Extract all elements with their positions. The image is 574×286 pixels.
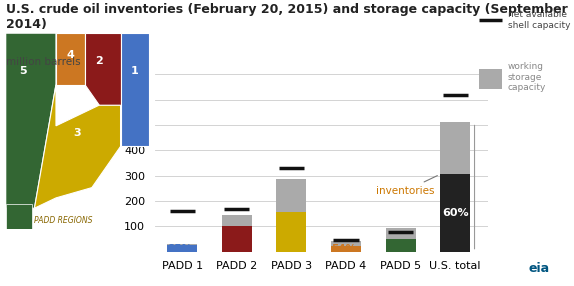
Bar <box>440 174 470 252</box>
Text: 54%: 54% <box>331 244 356 254</box>
Text: 55%: 55% <box>385 241 410 251</box>
Bar <box>440 122 470 252</box>
Text: net available
shell capacity: net available shell capacity <box>508 10 571 30</box>
Text: 2: 2 <box>95 56 103 66</box>
Polygon shape <box>34 85 121 208</box>
Text: eia: eia <box>529 262 550 275</box>
Bar <box>331 241 361 252</box>
Text: U.S. crude oil inventories (February 20, 2015) and storage capacity (September 2: U.S. crude oil inventories (February 20,… <box>6 3 568 31</box>
Text: million barrels: million barrels <box>6 57 80 67</box>
Bar <box>386 239 416 252</box>
Bar <box>386 228 416 252</box>
Text: 1: 1 <box>131 66 139 76</box>
Text: 3: 3 <box>73 128 82 138</box>
Text: PADD REGIONS: PADD REGIONS <box>34 216 92 225</box>
Bar <box>167 245 197 252</box>
Text: 4: 4 <box>67 50 74 60</box>
Text: working
storage
capacity: working storage capacity <box>508 62 546 92</box>
Text: 69%: 69% <box>222 235 246 245</box>
Text: 5: 5 <box>19 66 27 76</box>
Polygon shape <box>121 33 149 146</box>
Polygon shape <box>6 204 32 229</box>
Text: 56%: 56% <box>276 231 301 241</box>
Bar <box>222 226 252 252</box>
Polygon shape <box>85 33 121 105</box>
Bar <box>222 215 252 252</box>
Polygon shape <box>56 33 85 85</box>
Bar <box>167 244 197 252</box>
Bar <box>277 180 307 252</box>
Text: 85%: 85% <box>167 244 192 254</box>
Text: 60%: 60% <box>442 208 468 218</box>
Bar <box>277 212 307 252</box>
Text: inventories: inventories <box>376 176 437 196</box>
Polygon shape <box>6 33 56 208</box>
Bar <box>331 246 361 252</box>
